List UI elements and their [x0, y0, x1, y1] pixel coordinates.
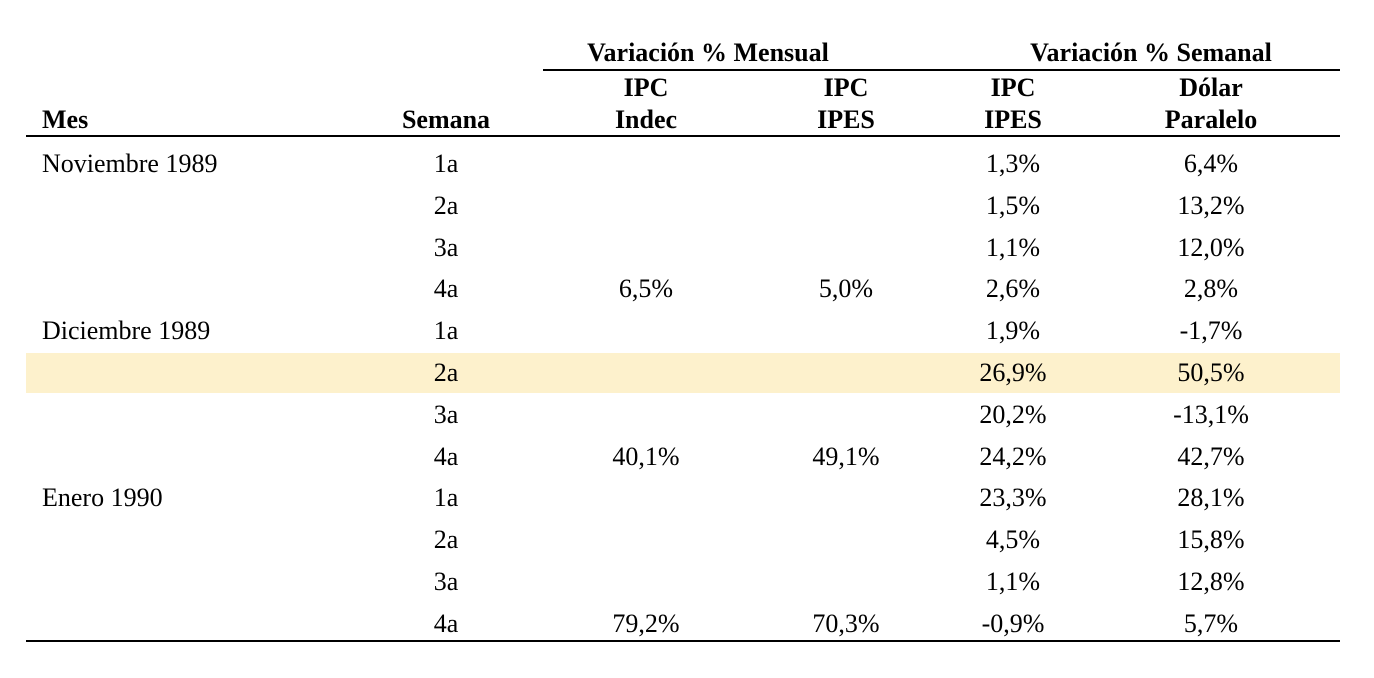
cell-dolar-paralelo: 28,1% — [1177, 483, 1245, 513]
col-month: Mes — [42, 105, 89, 134]
inflation-table: Variación % Mensual Variación % Semanal … — [26, 32, 1340, 644]
cell-dolar-paralelo: 50,5% — [1177, 358, 1245, 387]
cell-ipc-indec: 6,5% — [618, 274, 674, 304]
cell-month: Noviembre 1989 — [42, 149, 218, 178]
cell-week: 1a — [433, 149, 459, 178]
cell-ipc-ipes-monthly: 5,0% — [818, 274, 874, 304]
cell-dolar-paralelo: -13,1% — [1173, 399, 1249, 429]
cell-month: Diciembre 1989 — [42, 316, 211, 346]
cell-week: 2a — [433, 358, 459, 387]
col-week: Semana — [401, 105, 491, 134]
col-ipc-ipes-weekly-line2: IPES — [984, 105, 1042, 134]
cell-week: 2a — [433, 190, 459, 220]
group-header-weekly: Variación % Semanal — [1030, 38, 1272, 67]
group-header-monthly: Variación % Mensual — [587, 38, 829, 67]
cell-ipc-ipes-weekly: 23,3% — [979, 483, 1047, 513]
bottom-rule — [26, 640, 1340, 642]
cell-ipc-ipes-weekly: 1,1% — [985, 567, 1041, 596]
cell-dolar-paralelo: 12,0% — [1177, 232, 1245, 262]
col-ipc-indec-line1: IPC — [623, 73, 669, 102]
cell-ipc-ipes-weekly: -0,9% — [981, 608, 1045, 638]
cell-dolar-paralelo: 5,7% — [1183, 608, 1239, 638]
cell-dolar-paralelo: 13,2% — [1177, 190, 1245, 220]
cell-ipc-ipes-weekly: 1,1% — [985, 232, 1041, 262]
cell-week: 4a — [433, 608, 459, 638]
cell-ipc-ipes-weekly: 1,3% — [985, 149, 1041, 178]
cell-dolar-paralelo: 6,4% — [1183, 149, 1239, 178]
cell-month: Enero 1990 — [42, 483, 163, 513]
cell-week: 3a — [433, 232, 459, 262]
cell-week: 1a — [433, 316, 459, 346]
cell-ipc-ipes-weekly: 24,2% — [979, 441, 1047, 471]
cell-ipc-ipes-weekly: 26,9% — [979, 358, 1047, 387]
cell-ipc-indec: 79,2% — [612, 608, 680, 638]
cell-week: 1a — [433, 483, 459, 513]
cell-ipc-ipes-weekly: 20,2% — [979, 399, 1047, 429]
cell-ipc-ipes-weekly: 1,9% — [985, 316, 1041, 346]
col-ipc-indec-line2: Indec — [614, 105, 678, 134]
cell-ipc-ipes-weekly: 1,5% — [985, 190, 1041, 220]
group-header-rule — [543, 69, 1340, 71]
cell-dolar-paralelo: 2,8% — [1183, 274, 1239, 304]
col-dolar-line2: Paralelo — [1164, 105, 1258, 134]
highlight-band — [26, 353, 1340, 393]
cell-ipc-ipes-weekly: 4,5% — [985, 525, 1041, 555]
col-ipc-ipes-weekly-line1: IPC — [990, 73, 1036, 102]
col-ipc-ipes-monthly-line1: IPC — [823, 73, 869, 102]
cell-ipc-ipes-monthly: 49,1% — [812, 441, 880, 471]
cell-week: 4a — [433, 441, 459, 471]
col-dolar-line1: Dólar — [1179, 73, 1243, 102]
cell-dolar-paralelo: 15,8% — [1177, 525, 1245, 555]
col-ipc-ipes-monthly-line2: IPES — [817, 105, 875, 134]
cell-ipc-indec: 40,1% — [612, 441, 680, 471]
cell-dolar-paralelo: -1,7% — [1179, 316, 1243, 346]
header-rule — [26, 135, 1340, 137]
cell-ipc-ipes-weekly: 2,6% — [985, 274, 1041, 304]
cell-dolar-paralelo: 12,8% — [1177, 567, 1245, 596]
cell-week: 2a — [433, 525, 459, 555]
cell-ipc-ipes-monthly: 70,3% — [812, 608, 880, 638]
cell-week: 3a — [433, 567, 459, 596]
cell-dolar-paralelo: 42,7% — [1177, 441, 1245, 471]
cell-week: 4a — [433, 274, 459, 304]
cell-week: 3a — [433, 399, 459, 429]
